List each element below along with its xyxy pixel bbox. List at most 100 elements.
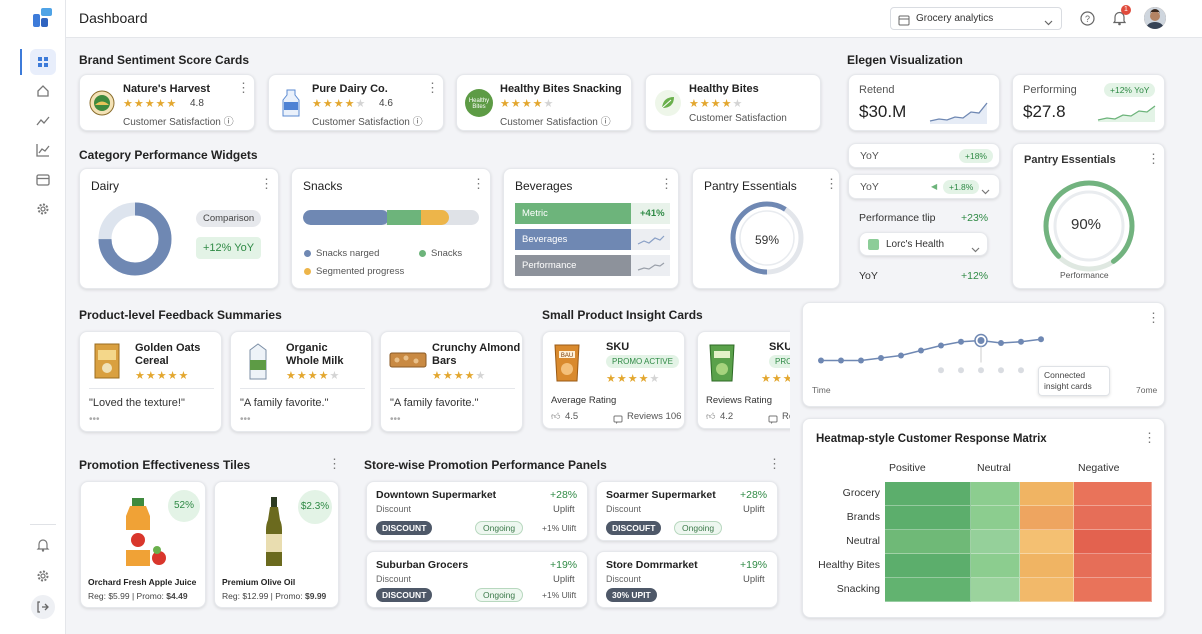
store-name: Store Domrmarket: [606, 559, 698, 571]
more-options-icon[interactable]: ⋮: [237, 80, 250, 95]
rating-value: 4.6: [379, 98, 393, 109]
rating-label: Average Rating: [551, 395, 617, 406]
store-panel[interactable]: Soarmer Supermarket +28% Discount Uplift…: [596, 481, 778, 541]
heatmap-cell[interactable]: [971, 482, 1020, 506]
bell-icon[interactable]: [36, 538, 50, 557]
insight-card[interactable]: SKU PRO ★★★★★ Reviews Rating 👍︎ 4.2 Re: [697, 331, 790, 429]
line-chart-card[interactable]: ⋮ Time 7ome Connected insight cards: [802, 302, 1165, 407]
brand-name: Healthy Bites Snacking: [500, 83, 622, 95]
more-options-icon[interactable]: ⋮: [260, 176, 273, 191]
feedback-card[interactable]: Golden Oats Cereal ★★★★★ "Loved the text…: [79, 331, 222, 432]
dataset-dropdown[interactable]: Grocery analytics: [890, 7, 1062, 30]
heatmap-cell[interactable]: [1020, 530, 1074, 554]
heatmap-cell[interactable]: [971, 578, 1020, 602]
reviews-count: Re: [782, 411, 790, 422]
card-subtitle: Customer Satisfaction: [689, 113, 787, 124]
more-options-icon[interactable]: ⋮: [1143, 430, 1156, 445]
heatmap-cell[interactable]: [971, 530, 1020, 554]
store-panel[interactable]: Suburban Grocers +19% Discount Uplift DI…: [366, 551, 588, 608]
promo-tile[interactable]: $2.3% Premium Olive Oil Reg: $12.99 | Pr…: [214, 481, 339, 608]
home-icon[interactable]: [36, 84, 50, 103]
pantry-gauge-card[interactable]: Pantry Essentials ⋮ 90% Performance: [1012, 143, 1165, 289]
rating-value: 4.2: [720, 411, 734, 422]
chevron-down-icon[interactable]: [981, 183, 990, 201]
feedback-card[interactable]: Crunchy Almond Bars ★★★★★ "A family favo…: [380, 331, 523, 432]
performing-card[interactable]: Performing +12% YoY $27.8: [1012, 74, 1165, 131]
card-icon[interactable]: [36, 173, 50, 192]
yoy-row-2[interactable]: YoY ◀ +1.8%: [848, 174, 1000, 199]
chart-icon[interactable]: [36, 143, 50, 162]
heatmap-cell[interactable]: [1074, 482, 1152, 506]
feedback-card[interactable]: Organic Whole Milk ★★★★★ "A family favor…: [230, 331, 372, 432]
row-label: Healthy Bites: [818, 559, 880, 571]
yoy-row-1[interactable]: YoY +18%: [848, 143, 1000, 168]
snacks-widget[interactable]: Snacks ⋮ Snacks narged Snacks Segmented …: [291, 168, 491, 289]
heatmap-cell[interactable]: [1074, 530, 1152, 554]
app-logo[interactable]: [33, 8, 53, 28]
segment-snacks: [387, 210, 421, 225]
more-options-icon[interactable]: ⋮: [426, 80, 439, 95]
trend-icon[interactable]: [36, 114, 50, 133]
brand-select[interactable]: Lorc's Health: [859, 232, 988, 256]
user-avatar[interactable]: [1144, 7, 1166, 29]
heatmap-cell[interactable]: [1074, 554, 1152, 578]
more-dots-icon[interactable]: •••: [390, 414, 401, 425]
sentiment-card[interactable]: Healthy Bites ★★★★★ Customer Satisfactio…: [645, 74, 821, 131]
heatmap-cell[interactable]: [885, 554, 971, 578]
more-options-icon[interactable]: ⋮: [660, 176, 673, 191]
heatmap-cell[interactable]: [1020, 482, 1074, 506]
store-uplift: Uplift: [553, 504, 575, 515]
store-panel[interactable]: Store Domrmarket +19% Discount Uplift 30…: [596, 551, 778, 608]
store-sub: Discount: [606, 574, 642, 584]
retend-card[interactable]: Retend $30.M: [848, 74, 1000, 131]
heatmap-cell[interactable]: [971, 554, 1020, 578]
heatmap-card[interactable]: Heatmap-style Customer Response Matrix ⋮…: [802, 418, 1165, 618]
dairy-widget[interactable]: Dairy ⋮ Comparison +12% YoY: [79, 168, 279, 289]
more-options-icon[interactable]: ⋮: [328, 456, 341, 471]
discount-tag: DISCOUNT: [376, 588, 433, 602]
promo-tile[interactable]: 52% Orchard Fresh Apple Juice Reg: $5.99…: [80, 481, 206, 608]
sentiment-card[interactable]: Nature's Harvest ★★★★★ 4.8 Customer Sati…: [79, 74, 255, 131]
logout-icon[interactable]: [31, 595, 55, 619]
more-options-icon[interactable]: ⋮: [472, 176, 485, 191]
series-2-point: [958, 367, 964, 374]
series-1-point: [998, 340, 1004, 346]
heatmap-cell[interactable]: [885, 578, 971, 602]
settings-icon[interactable]: [36, 569, 50, 588]
series-1-line: [821, 338, 1042, 362]
heatmap-cell[interactable]: [885, 482, 971, 506]
color-swatch: [868, 239, 879, 250]
more-options-icon[interactable]: ⋮: [768, 456, 781, 471]
gear-icon[interactable]: [36, 202, 50, 221]
sentiment-card[interactable]: Healthy Bites Healthy Bites Snacking ★★★…: [456, 74, 632, 131]
row-label: Snacking: [836, 583, 880, 595]
row-label: Metric: [522, 208, 548, 219]
heatmap-cell[interactable]: [971, 506, 1020, 530]
beverages-widget[interactable]: Beverages ⋮ Metric +41% Beverages Perfor…: [503, 168, 679, 289]
more-options-icon[interactable]: ⋮: [825, 176, 838, 191]
sparkline-icon: [1097, 101, 1157, 128]
more-options-icon[interactable]: ⋮: [1147, 151, 1160, 166]
series-1-point: [858, 357, 864, 364]
heatmap-cell[interactable]: [1020, 506, 1074, 530]
milk-carton-icon: [245, 342, 271, 385]
heatmap-cell[interactable]: [1074, 578, 1152, 602]
heatmap-cell[interactable]: [1020, 578, 1074, 602]
heatmap-cell[interactable]: [1074, 506, 1152, 530]
more-dots-icon[interactable]: •••: [240, 414, 251, 425]
heatmap-cell[interactable]: [885, 530, 971, 554]
yoy-badge: +12% YoY: [1104, 83, 1156, 97]
heatmap-cell[interactable]: [885, 506, 971, 530]
grid-icon[interactable]: [30, 49, 56, 75]
more-options-icon[interactable]: ⋮: [1147, 310, 1160, 325]
help-icon[interactable]: ?: [1080, 11, 1095, 31]
rating-label: Reviews Rating: [706, 395, 772, 406]
insight-card[interactable]: BAU SKU PROMO ACTIVE ★★★★★ Average Ratin…: [542, 331, 685, 429]
sentiment-card[interactable]: Pure Dairy Co. ★★★★★ 4.6 Customer Satisf…: [268, 74, 444, 131]
series-2-point: [938, 367, 944, 374]
pantry-widget[interactable]: Pantry Essentials ⋮ 59%: [692, 168, 840, 289]
store-panel[interactable]: Downtown Supermarket +28% Discount Uplif…: [366, 481, 588, 541]
more-dots-icon[interactable]: •••: [89, 414, 100, 425]
heatmap-cell[interactable]: [1020, 554, 1074, 578]
thumbs-up-icon: 👍︎: [551, 411, 561, 421]
